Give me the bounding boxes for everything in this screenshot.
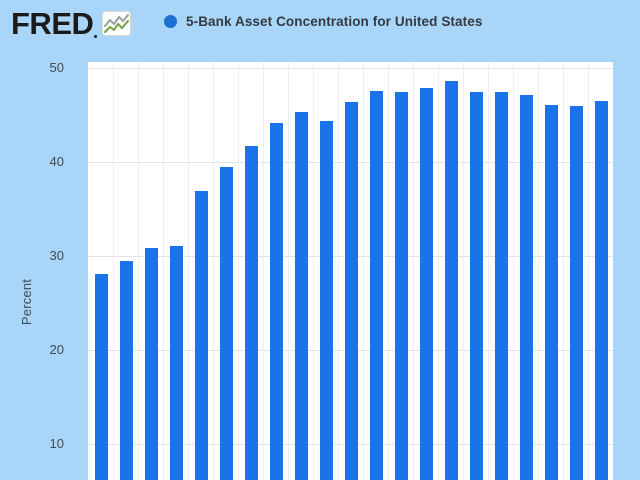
x-gridline <box>413 62 414 480</box>
bar-series-0-point-0[interactable] <box>94 273 108 480</box>
x-gridline <box>363 62 364 480</box>
x-gridline <box>263 62 264 480</box>
x-gridline <box>213 62 214 480</box>
x-gridline <box>238 62 239 480</box>
y-tick-label: 50 <box>49 60 64 75</box>
bar-series-0-point-6[interactable] <box>244 146 258 480</box>
x-gridline <box>463 62 464 480</box>
x-gridline <box>188 62 189 480</box>
bar-series-0-point-10[interactable] <box>344 101 358 480</box>
x-gridline <box>338 62 339 480</box>
bar-series-0-point-11[interactable] <box>369 90 383 480</box>
y-tick-label: 10 <box>49 436 64 451</box>
y-tick-label: 40 <box>49 154 64 169</box>
bar-series-0-point-5[interactable] <box>219 166 233 480</box>
x-gridline <box>513 62 514 480</box>
x-gridline <box>488 62 489 480</box>
bar-series-0-point-2[interactable] <box>144 247 158 480</box>
fred-sparkline-icon <box>102 11 132 41</box>
fred-logo-trademark-dot <box>94 35 98 38</box>
x-gridline <box>538 62 539 480</box>
bar-series-0-point-9[interactable] <box>319 120 333 480</box>
x-gridline <box>563 62 564 480</box>
bar-series-0-point-15[interactable] <box>469 92 483 480</box>
y-axis-tick-labels: 50 40 30 20 10 <box>0 0 74 480</box>
bar-series-0-point-17[interactable] <box>519 95 533 480</box>
x-gridline <box>588 62 589 480</box>
x-gridline <box>113 62 114 480</box>
x-gridline <box>138 62 139 480</box>
x-gridline <box>313 62 314 480</box>
series-legend-marker <box>164 15 177 28</box>
fred-logo[interactable]: FRED <box>11 6 132 41</box>
bar-series-0-point-3[interactable] <box>169 245 183 480</box>
x-gridline <box>163 62 164 480</box>
bar-series-0-point-14[interactable] <box>444 81 458 480</box>
bar-series-0-point-4[interactable] <box>194 191 208 480</box>
bar-series-0-point-18[interactable] <box>544 104 558 480</box>
x-gridline <box>288 62 289 480</box>
bar-series-0-point-20[interactable] <box>594 100 608 480</box>
y-gridline <box>88 68 613 69</box>
bar-series-0-point-1[interactable] <box>119 260 133 480</box>
y-tick-label: 30 <box>49 248 64 263</box>
x-gridline <box>388 62 389 480</box>
bar-series-0-point-12[interactable] <box>394 91 408 480</box>
plot-area[interactable] <box>88 62 613 480</box>
series-legend: 5-Bank Asset Concentration for United St… <box>164 14 482 29</box>
bar-series-0-point-19[interactable] <box>569 105 583 480</box>
fred-logo-text: FRED <box>11 6 94 41</box>
bar-series-0-point-16[interactable] <box>494 91 508 480</box>
y-axis-title: Percent <box>19 278 34 326</box>
x-gridline <box>438 62 439 480</box>
bar-series-0-point-13[interactable] <box>419 87 433 480</box>
bar-series-0-point-8[interactable] <box>294 112 308 480</box>
bar-series-0-point-7[interactable] <box>269 123 283 480</box>
series-title: 5-Bank Asset Concentration for United St… <box>186 14 483 29</box>
y-tick-label: 20 <box>49 342 64 357</box>
chart-header: FRED 5-Bank Asset Concentration for Unit… <box>0 0 640 62</box>
